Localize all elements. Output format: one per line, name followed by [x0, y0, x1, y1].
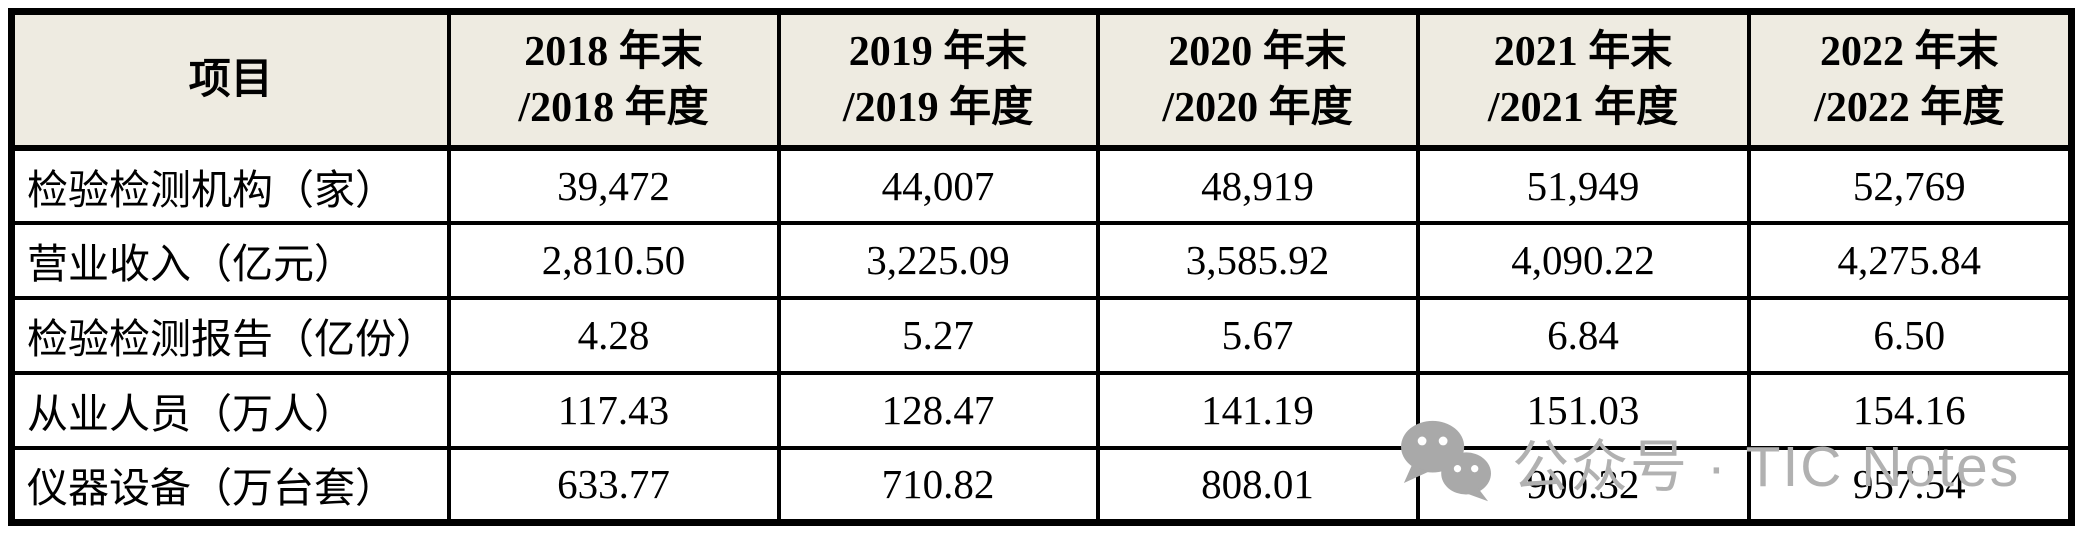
row-label-equipment: 仪器设备（万台套） [9, 445, 451, 525]
row-label-employees: 从业人员（万人） [9, 370, 451, 450]
header-2022-line1: 2022 年末 [1819, 28, 1999, 75]
employees-2018: 117.43 [446, 370, 781, 450]
reports-2021: 6.84 [1415, 295, 1751, 375]
reports-2019: 5.27 [776, 295, 1100, 375]
table-row-institutions: 检验检测机构（家） 39,472 44,007 48,919 51,949 52… [9, 145, 2074, 225]
header-2019-line1: 2019 年末 [848, 28, 1028, 75]
table-row-revenue: 营业收入（亿元） 2,810.50 3,225.09 3,585.92 4,09… [9, 220, 2074, 300]
row-label-institutions: 检验检测机构（家） [9, 145, 451, 225]
equipment-2019: 710.82 [776, 445, 1100, 525]
revenue-2018: 2,810.50 [446, 220, 781, 300]
table-header: 项目 2018 年末 /2018 年度 2019 年末 /2019 年度 202… [9, 9, 2074, 151]
row-label-reports: 检验检测报告（亿份） [9, 295, 451, 375]
header-cell-2019: 2019 年末 /2019 年度 [776, 9, 1100, 151]
equipment-2021: 900.32 [1415, 445, 1751, 525]
header-2020-line1: 2020 年末 [1168, 28, 1347, 75]
revenue-2020: 3,585.92 [1095, 220, 1420, 300]
employees-2021: 151.03 [1415, 370, 1751, 450]
header-2018-line1: 2018 年末 [524, 28, 703, 75]
header-cell-2021: 2021 年末 /2021 年度 [1415, 9, 1751, 151]
revenue-2019: 3,225.09 [776, 220, 1100, 300]
table-body: 检验检测机构（家） 39,472 44,007 48,919 51,949 52… [9, 145, 2074, 525]
header-row: 项目 2018 年末 /2018 年度 2019 年末 /2019 年度 202… [9, 9, 2074, 151]
header-cell-2022: 2022 年末 /2022 年度 [1746, 9, 2074, 151]
equipment-2018: 633.77 [446, 445, 781, 525]
header-2019-line2: /2019 年度 [842, 84, 1034, 131]
header-2021-line2: /2021 年度 [1487, 84, 1679, 131]
revenue-2022: 4,275.84 [1746, 220, 2074, 300]
header-2022-line2: /2022 年度 [1814, 84, 2005, 131]
header-2020-line2: /2020 年度 [1162, 84, 1353, 131]
table-row-equipment: 仪器设备（万台套） 633.77 710.82 808.01 900.32 95… [9, 445, 2074, 525]
equipment-2020: 808.01 [1095, 445, 1420, 525]
header-cell-2020: 2020 年末 /2020 年度 [1095, 9, 1420, 151]
reports-2022: 6.50 [1746, 295, 2074, 375]
header-cell-2018: 2018 年末 /2018 年度 [446, 9, 781, 151]
institutions-2018: 39,472 [446, 145, 781, 225]
header-cell-item: 项目 [9, 9, 451, 151]
header-2018-line2: /2018 年度 [518, 84, 709, 131]
employees-2022: 154.16 [1746, 370, 2074, 450]
institutions-2021: 51,949 [1415, 145, 1751, 225]
header-item-label: 项目 [188, 56, 273, 103]
header-2021-line1: 2021 年末 [1493, 28, 1673, 75]
reports-2018: 4.28 [446, 295, 781, 375]
employees-2019: 128.47 [776, 370, 1100, 450]
table-row-employees: 从业人员（万人） 117.43 128.47 141.19 151.03 154… [9, 370, 2074, 450]
row-label-revenue: 营业收入（亿元） [9, 220, 451, 300]
table-row-reports: 检验检测报告（亿份） 4.28 5.27 5.67 6.84 6.50 [9, 295, 2074, 375]
institutions-2022: 52,769 [1746, 145, 2074, 225]
employees-2020: 141.19 [1095, 370, 1420, 450]
inspection-testing-industry-stats-table: 项目 2018 年末 /2018 年度 2019 年末 /2019 年度 202… [8, 8, 2075, 526]
institutions-2020: 48,919 [1095, 145, 1420, 225]
revenue-2021: 4,090.22 [1415, 220, 1751, 300]
reports-2020: 5.67 [1095, 295, 1420, 375]
equipment-2022: 957.54 [1746, 445, 2074, 525]
institutions-2019: 44,007 [776, 145, 1100, 225]
